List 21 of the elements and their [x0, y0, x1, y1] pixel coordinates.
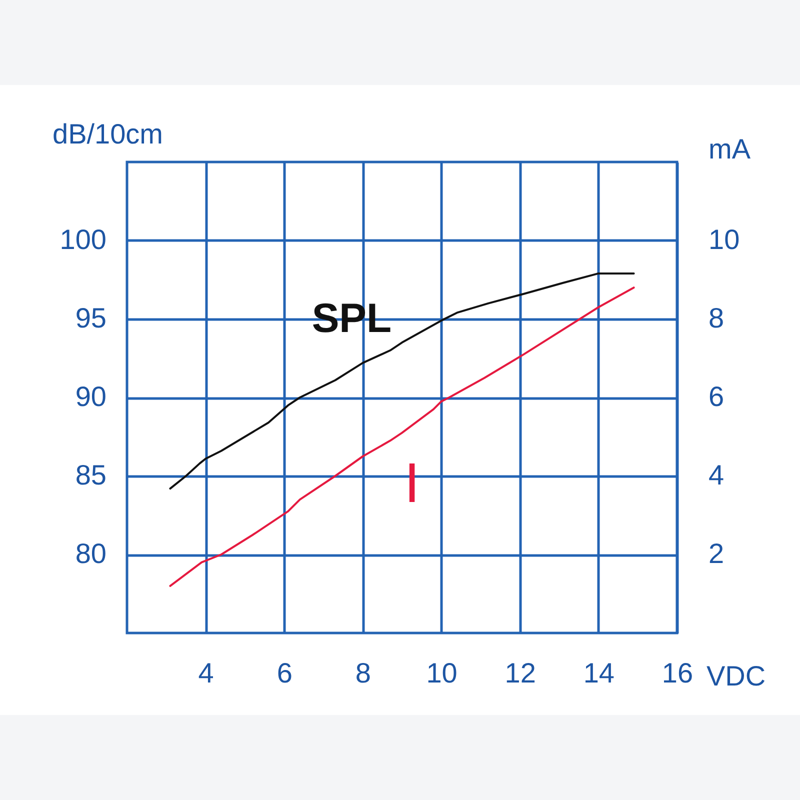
- x-tick-label: 12: [504, 658, 536, 688]
- x-tick-label: 16: [662, 658, 694, 688]
- y2-tick-label: 2: [708, 538, 724, 569]
- x-tick-label: 6: [276, 658, 292, 688]
- x-tick-label: 4: [198, 658, 214, 688]
- y2-axis-title: mA: [708, 134, 751, 164]
- y-tick-label: 95: [75, 302, 106, 334]
- y-tick-label: 90: [75, 381, 106, 412]
- y-tick-label: 80: [75, 538, 106, 569]
- y2-tick-label: 10: [708, 224, 740, 255]
- x-axis-title: VDC: [706, 660, 766, 692]
- y2-tick-label: 4: [708, 460, 724, 490]
- y-tick-label: 85: [75, 460, 106, 490]
- x-tick-label: 10: [426, 658, 458, 688]
- x-tick-label: 14: [583, 658, 615, 688]
- line-series: [169, 286, 635, 587]
- x-tick-label: 8: [355, 658, 372, 688]
- y2-tick-label: 6: [708, 381, 724, 412]
- y-axis-title: dB/10cm: [52, 118, 163, 150]
- y-tick-label: 100: [60, 224, 106, 255]
- y2-tick-label: 8: [708, 302, 724, 334]
